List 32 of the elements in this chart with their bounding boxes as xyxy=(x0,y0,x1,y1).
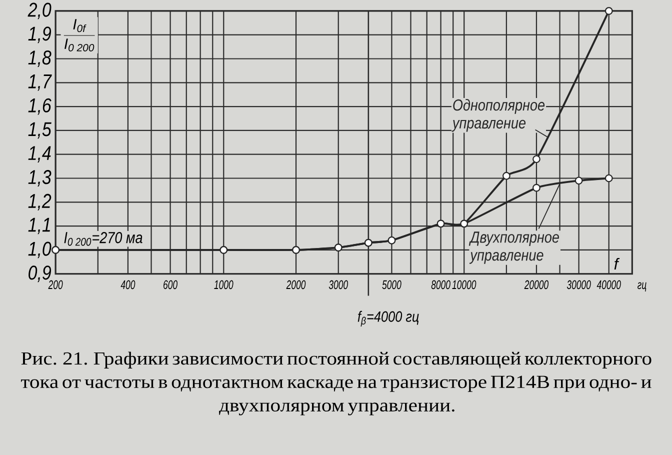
y-tick-label: 0,9 xyxy=(28,266,52,282)
series-label: Двухполярное управление xyxy=(468,232,559,264)
x-tick-label: 10000 xyxy=(452,280,476,290)
y-tick-label: 1,5 xyxy=(28,122,52,139)
x-tick-label: 2000 xyxy=(286,280,306,290)
x-tick-label: 5000 xyxy=(382,280,402,290)
y-tick-label: 1,4 xyxy=(28,146,51,162)
annotation: I$_{0 200}$=270 ма xyxy=(64,232,142,246)
x-tick-label: 20000 xyxy=(524,280,549,290)
x-tick-label: 1000 xyxy=(214,280,234,290)
y-tick-label: 1,2 xyxy=(28,194,52,210)
x-tick-label: 8000 xyxy=(431,280,450,290)
text: гц xyxy=(638,282,646,292)
y-tick-label: 1,0 xyxy=(28,242,52,258)
y-tick-label: 1,6 xyxy=(28,98,52,115)
y-tick-label: 1,7 xyxy=(28,74,52,91)
series-label: Однополярное управление xyxy=(452,98,545,132)
y-tick-label: 1,1 xyxy=(28,218,50,234)
x-tick-label: 40000 xyxy=(596,280,621,290)
y-tick-label: 1,9 xyxy=(28,26,52,44)
x-tick-label: 400 xyxy=(120,280,136,290)
x-tick-label: 3000 xyxy=(328,280,348,290)
y-tick-label: 1,3 xyxy=(28,170,52,186)
x-tick-label: 30000 xyxy=(566,280,591,290)
y-tick-label: 2,0 xyxy=(28,2,52,20)
x-axis-title: f xyxy=(614,258,620,270)
x-tick-label: 600 xyxy=(164,280,178,290)
y-axis-title: $\frac{\textit{I}_{\textit{0f}}}{\textit{I}_{\textit{0 200}}}$ xyxy=(64,19,95,52)
x-tick-label: 200 xyxy=(48,280,63,290)
text: Рис. 21. Графики зависимости постоянной составляющей коллекторного тока от частоты в однотактном каскаде на транзисторе П214В при одно- и двухполярном управлении. xyxy=(20,352,652,416)
ref-line-label: f$_{β}$=4000 гц xyxy=(358,310,419,326)
y-tick-label: 1,8 xyxy=(28,50,52,67)
